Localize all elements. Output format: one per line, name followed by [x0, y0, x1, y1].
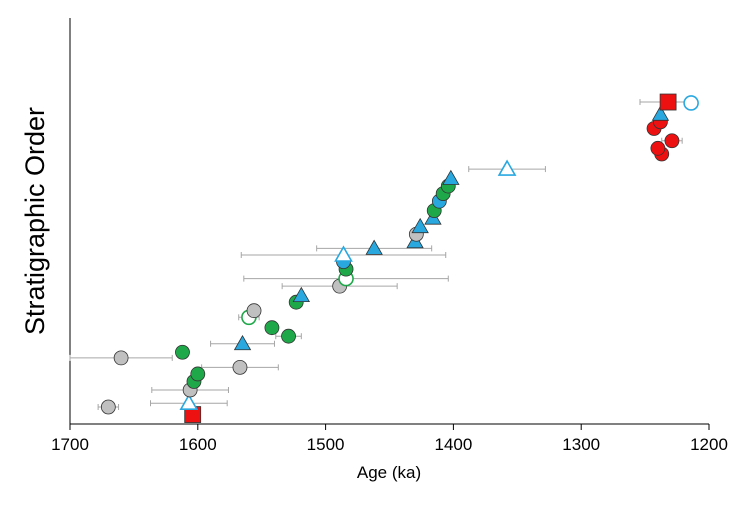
- data-point-circle: [232, 359, 248, 375]
- data-point-triangle: [179, 393, 199, 411]
- data-point-circle: [281, 328, 296, 344]
- data-point-circle: [190, 366, 206, 382]
- data-point-circle: [650, 140, 666, 156]
- data-point-square: [659, 93, 677, 111]
- data-point-circle: [113, 350, 129, 366]
- x-tick-label: 1500: [307, 435, 345, 454]
- data-point-circle: [100, 399, 116, 415]
- data-point-triangle: [442, 169, 460, 185]
- y-axis-label: Stratigraphic Order: [20, 107, 50, 335]
- x-ticks: 1700 1600 1500 1400 1300 1200: [51, 424, 728, 454]
- data-point-circle: [175, 344, 190, 360]
- x-tick-label: 1700: [51, 435, 89, 454]
- data-point-circle: [683, 95, 699, 111]
- data-point-circle: [246, 303, 262, 319]
- x-tick-label: 1200: [690, 435, 728, 454]
- x-tick-label: 1300: [562, 435, 600, 454]
- x-axis-label: Age (ka): [357, 463, 421, 482]
- data-point-triangle: [365, 239, 383, 255]
- data-point-triangle: [334, 245, 353, 262]
- data-point-triangle: [497, 159, 517, 176]
- data-point-triangle: [411, 217, 429, 234]
- data-point-triangle: [233, 334, 252, 351]
- data-point-triangle: [651, 105, 670, 121]
- error-bars: [69, 99, 697, 411]
- data-point-circle: [664, 133, 680, 149]
- x-tick-label: 1600: [179, 435, 217, 454]
- data-points: [100, 93, 699, 423]
- axes: [69, 18, 709, 425]
- data-point-circle: [264, 320, 280, 336]
- data-point-triangle: [292, 286, 311, 302]
- x-tick-label: 1400: [434, 435, 472, 454]
